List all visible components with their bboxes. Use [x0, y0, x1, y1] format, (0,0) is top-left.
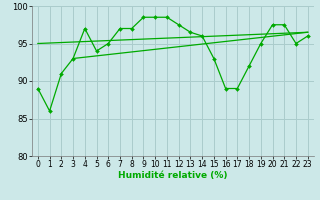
X-axis label: Humidité relative (%): Humidité relative (%) [118, 171, 228, 180]
